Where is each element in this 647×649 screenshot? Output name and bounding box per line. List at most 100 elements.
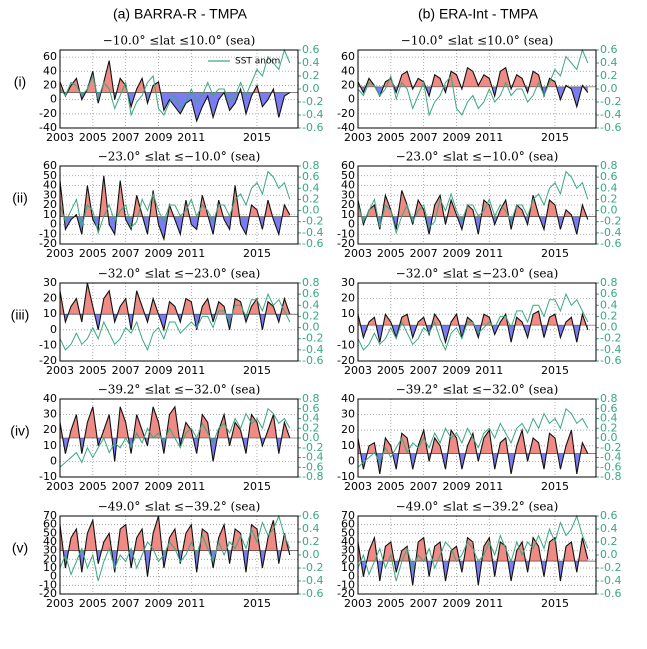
- y2-tick-label: 0.6: [302, 170, 320, 183]
- sst-line: [357, 48, 589, 117]
- y2-tick-label: 0.2: [600, 535, 618, 548]
- negative-fill: [358, 216, 588, 235]
- x-tick-label: 2009: [144, 364, 172, 377]
- y2-tick-label: 0.2: [302, 309, 320, 322]
- y2-tick-label: 0.2: [600, 421, 618, 434]
- positive-fill: [60, 60, 275, 93]
- x-tick-label: 2009: [442, 597, 470, 610]
- y2-tick-label: -0.2: [600, 215, 621, 228]
- x-tick-label: 2005: [79, 480, 107, 493]
- y2-tick-label: 0.4: [302, 298, 320, 311]
- y-tick-label: 10: [43, 307, 57, 320]
- chart-title: −32.0° ≤lat ≤−23.0° (sea): [98, 267, 261, 281]
- x-tick-label: 2015: [243, 597, 271, 610]
- y2-tick-label: -0.2: [302, 441, 323, 454]
- plot-frame: [59, 165, 299, 245]
- x-tick-label: 2015: [541, 597, 569, 610]
- y-tick-label: 0: [348, 454, 355, 467]
- y2-tick-label: -0.6: [302, 237, 323, 250]
- y-tick-label: 30: [341, 544, 355, 557]
- x-tick-label: 2003: [46, 131, 74, 144]
- y-tick-label: 20: [43, 78, 57, 91]
- y2-tick-label: 0.2: [302, 535, 320, 548]
- y-tick-label: 10: [43, 208, 57, 221]
- y-tick-label: 0: [50, 454, 57, 467]
- y2-tick-label: -0.2: [600, 95, 621, 108]
- sst-line: [59, 514, 291, 582]
- y2-tick-label: 0.0: [600, 548, 618, 561]
- y-tick-label: 0: [348, 570, 355, 583]
- y2-tick-label: -0.2: [302, 332, 323, 345]
- y-tick-label: 40: [43, 64, 57, 77]
- y-tick-label: 30: [43, 188, 57, 201]
- panel: −10.0° ≤lat ≤10.0° (sea) 2003 2005 2007 2009…: [39, 34, 323, 145]
- plot-frame: [357, 165, 597, 245]
- y2-tick-label: -0.4: [600, 108, 621, 121]
- y-tick-label: 60: [43, 50, 57, 63]
- panel: −49.0° ≤lat ≤−39.2° (sea)2003 2005 2007 200…: [337, 500, 621, 611]
- y2-tick-label: 0.2: [302, 421, 320, 434]
- x-tick-label: 2007: [410, 364, 438, 377]
- y2-tick-label: -0.2: [600, 561, 621, 574]
- y-tick-label: 10: [341, 208, 355, 221]
- y2-tick-label: -0.2: [302, 561, 323, 574]
- chart-title: −32.0° ≤lat ≤−23.0° (sea): [396, 267, 559, 281]
- x-tick-label: 2005: [377, 597, 405, 610]
- x-tick-label: 2015: [541, 364, 569, 377]
- y2-tick-label: -0.4: [302, 451, 323, 464]
- x-tick-label: 2003: [344, 247, 372, 260]
- data-line: [59, 60, 291, 123]
- negative-fill: [60, 438, 290, 462]
- sst-line: [59, 48, 291, 117]
- sst-line: [357, 407, 589, 468]
- y-tick-label: 20: [341, 423, 355, 436]
- y-tick-label: 20: [341, 78, 355, 91]
- x-tick-label: 2011: [177, 364, 205, 377]
- y2-tick-label: 0.0: [302, 204, 320, 217]
- y-tick-label: 0: [50, 218, 57, 231]
- x-tick-label: 2007: [410, 247, 438, 260]
- y2-tick-label: 0.4: [302, 181, 320, 194]
- x-tick-label: 2003: [344, 480, 372, 493]
- x-tick-label: 2007: [112, 364, 140, 377]
- y2-tick-label: -0.6: [302, 460, 323, 473]
- y2-tick-label: 0.4: [600, 56, 618, 69]
- y2-tick-label: -0.8: [302, 470, 323, 483]
- x-tick-label: 2011: [475, 131, 503, 144]
- y2-tick-label: -0.6: [600, 460, 621, 473]
- y-tick-label: -20: [39, 237, 57, 250]
- y-tick-label: -20: [337, 107, 355, 120]
- x-tick-label: 2011: [177, 131, 205, 144]
- sst-line: [59, 407, 291, 468]
- y-tick-label: 0: [348, 93, 355, 106]
- plot-frame: [59, 49, 299, 129]
- negative-fill: [60, 92, 290, 121]
- positive-fill: [60, 516, 289, 551]
- y-tick-label: -10: [337, 227, 355, 240]
- y-tick-label: 40: [341, 64, 355, 77]
- plot-frame: [59, 398, 299, 478]
- panel: −39.2° ≤lat ≤−32.0° (sea)2003 2005 2007 200…: [337, 383, 621, 494]
- y-tick-label: -20: [337, 354, 355, 367]
- y2-tick-label: -0.4: [600, 343, 621, 356]
- x-tick-label: 2007: [410, 131, 438, 144]
- panel: −10.0° ≤lat ≤10.0° (sea) 2003 2005 2007 2009…: [337, 34, 621, 145]
- x-tick-label: 2009: [144, 131, 172, 144]
- y2-tick-label: 0.6: [302, 43, 320, 56]
- y2-tick-label: 0.2: [600, 192, 618, 205]
- x-tick-label: 2007: [112, 480, 140, 493]
- x-tick-label: 2009: [144, 597, 172, 610]
- x-tick-label: 2011: [475, 247, 503, 260]
- plot-frame: [59, 282, 299, 362]
- y-tick-label: 70: [43, 509, 57, 522]
- sst-line: [357, 292, 589, 352]
- y-tick-label: 10: [341, 307, 355, 320]
- x-tick-label: 2009: [442, 480, 470, 493]
- y-tick-label: 0: [50, 93, 57, 106]
- y-tick-label: -10: [39, 338, 57, 351]
- sst-line: [59, 292, 291, 352]
- data-line: [59, 405, 291, 462]
- panel: −23.0° ≤lat ≤−10.0° (sea)2003 2005 2007 200…: [337, 150, 621, 261]
- sst-line: [59, 170, 291, 235]
- y2-tick-label: 0.4: [302, 56, 320, 69]
